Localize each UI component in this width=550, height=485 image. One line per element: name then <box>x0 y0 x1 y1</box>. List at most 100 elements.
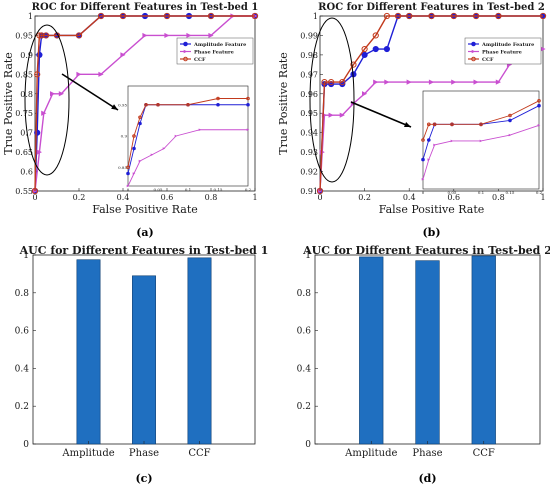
roc-2-series-point-2 <box>350 61 357 68</box>
roc-1-inset-series-point-2 <box>144 102 148 107</box>
roc-1-legend-marker <box>183 56 188 62</box>
roc-chart-testbed-1: ROC for Different Features in Test-bed 1… <box>2 2 259 239</box>
roc-2-series-line-2 <box>319 15 543 192</box>
roc-2-xtick-label: 0.4 <box>403 193 416 202</box>
roc-2-legend-marker <box>471 49 476 54</box>
roc-1-inset-series-point-1 <box>138 159 142 163</box>
roc-1-inset-series-point-0 <box>216 102 220 107</box>
roc-2-inset-series-point-2 <box>537 99 541 103</box>
roc-1-inset-series-point-1 <box>246 128 250 132</box>
roc-1-legend-label: Phase Feature <box>194 50 234 56</box>
roc-2-series-point-1 <box>328 112 334 118</box>
roc-2-xtick-label: 1 <box>540 193 545 202</box>
roc-1-inset-series-point-0 <box>138 121 142 126</box>
roc-1-legend-label: CCF <box>194 57 206 63</box>
roc-1-series-point-2 <box>163 12 171 20</box>
roc-1-inset-xtick-label: 0.15 <box>214 187 223 192</box>
roc-1-xtick-label: 1 <box>252 193 257 202</box>
roc-1-xtick-label: 0.6 <box>161 193 174 202</box>
roc-2-series-point-2 <box>539 12 547 20</box>
roc-1-title: ROC for Different Features in Test-bed 1 <box>32 2 259 13</box>
auc-2-ytick-label: 0.4 <box>297 364 312 374</box>
roc-1-inset-series-point-2 <box>186 102 190 107</box>
roc-1-inset-series-point-1 <box>150 153 154 157</box>
roc-2-series-point-2 <box>473 12 480 20</box>
roc-1-series-point-2 <box>36 32 43 39</box>
roc-2-series-point-2 <box>339 79 346 86</box>
roc-1-series-point-1 <box>186 32 192 39</box>
roc-2-legend-marker <box>471 56 476 62</box>
roc-1-xtick-label: 0.2 <box>73 193 86 202</box>
roc-2-caption: (b) <box>422 226 440 239</box>
auc-2-bar-amplitude <box>359 256 384 445</box>
roc-1-ylabel: True Positive Rate <box>2 52 15 155</box>
roc-1-inset-series-point-0 <box>126 171 130 176</box>
roc-1-inset-ytick-label: 0.9 <box>121 134 128 139</box>
roc-2-inset-series-point-2 <box>427 122 431 127</box>
roc-2-legend-label: CCF <box>482 57 494 63</box>
roc-2-series-point-2 <box>406 12 413 20</box>
roc-1-xlabel: False Positive Rate <box>92 203 198 216</box>
roc-chart-testbed-2: ROC for Different Features in Test-bed 2… <box>277 2 547 239</box>
roc-2-series-point-1 <box>428 79 435 85</box>
roc-2-series-point-1 <box>406 79 412 85</box>
auc-1-ytick-label: 0.4 <box>15 364 30 374</box>
roc-1-series-point-1 <box>50 91 56 97</box>
roc-2-inset-series-point-1 <box>508 133 512 137</box>
roc-2-series-point-2 <box>428 12 435 20</box>
roc-1-inset-xtick-label: 0 <box>127 187 130 192</box>
auc-2-ytick-label: 1 <box>305 251 311 261</box>
roc-1-series-point-2 <box>251 12 259 20</box>
roc-2-zoom-arrow <box>350 101 412 128</box>
roc-1-xtick-label: 0 <box>32 193 37 202</box>
auc-1-bar-phase <box>132 275 156 445</box>
roc-2-series-point-2 <box>383 12 391 20</box>
roc-2-ytick-label: 1 <box>313 12 318 21</box>
roc-1-inset-series-point-0 <box>132 146 136 151</box>
roc-1-highlight-ellipse <box>24 24 70 176</box>
roc-1-series-point-1 <box>58 91 64 97</box>
roc-1-inset-xtick-label: 0.2 <box>245 187 252 192</box>
roc-2-highlight-ellipse <box>309 17 355 183</box>
roc-2-inset-series-point-2 <box>508 113 512 118</box>
roc-1-legend-marker <box>183 49 188 54</box>
auc-1-xtick-label: Phase <box>129 448 159 459</box>
roc-2-legend-label: Phase Feature <box>482 50 522 56</box>
roc-2-series-point-0 <box>361 51 368 58</box>
roc-2-series-point-2 <box>495 12 502 20</box>
auc-2-xtick-label: CCF <box>473 448 495 459</box>
roc-1-series-point-2 <box>31 187 39 195</box>
auc-2-bar-phase <box>415 260 440 445</box>
auc-1-title: AUC for Different Features in Test-bed 1 <box>19 244 269 257</box>
roc-1-xtick-label: 0.8 <box>205 193 218 202</box>
roc-1-inset-series-point-1 <box>174 134 178 138</box>
roc-2-legend-marker <box>471 41 476 47</box>
roc-1-inset-series-point-0 <box>246 102 250 107</box>
roc-2-series-point-2 <box>394 12 402 20</box>
auc-chart-testbed-2: AUC for Different Features in Test-bed 2… <box>297 244 550 485</box>
auc-1-caption: (c) <box>135 472 152 485</box>
roc-1-series-point-2 <box>97 12 105 20</box>
roc-1-series-point-2 <box>119 12 127 20</box>
roc-1-series-point-2 <box>75 32 83 39</box>
roc-1-inset-series-point-2 <box>216 96 220 101</box>
roc-1-ytick-label: 0.65 <box>15 148 33 157</box>
roc-2-ylabel: True Positive Rate <box>277 52 290 155</box>
roc-1-inset-series-point-2 <box>126 165 130 170</box>
roc-1-series-point-1 <box>36 149 42 155</box>
roc-2-xtick-label: 0.2 <box>358 193 371 202</box>
roc-2-inset-series-point-0 <box>537 103 541 108</box>
roc-1-series-line-1 <box>34 15 255 192</box>
roc-2-inset-series-point-0 <box>427 138 431 142</box>
roc-1-series-point-1 <box>98 71 104 77</box>
roc-1-inset-series-line-2 <box>127 98 248 168</box>
roc-2-inset-xtick-label: 0.15 <box>506 190 515 195</box>
auc-2-ytick-label: 0 <box>305 440 311 450</box>
auc-1-ytick-label: 1 <box>23 251 29 261</box>
roc-1-inset-series-point-1 <box>198 128 202 132</box>
roc-2-series-point-2 <box>321 79 328 86</box>
roc-2-title: ROC for Different Features in Test-bed 2 <box>318 2 545 13</box>
roc-1-inset-xtick-label: 0.1 <box>185 187 191 192</box>
auc-2-ytick-label: 0.6 <box>297 327 312 337</box>
roc-2-series-point-2 <box>361 45 368 53</box>
